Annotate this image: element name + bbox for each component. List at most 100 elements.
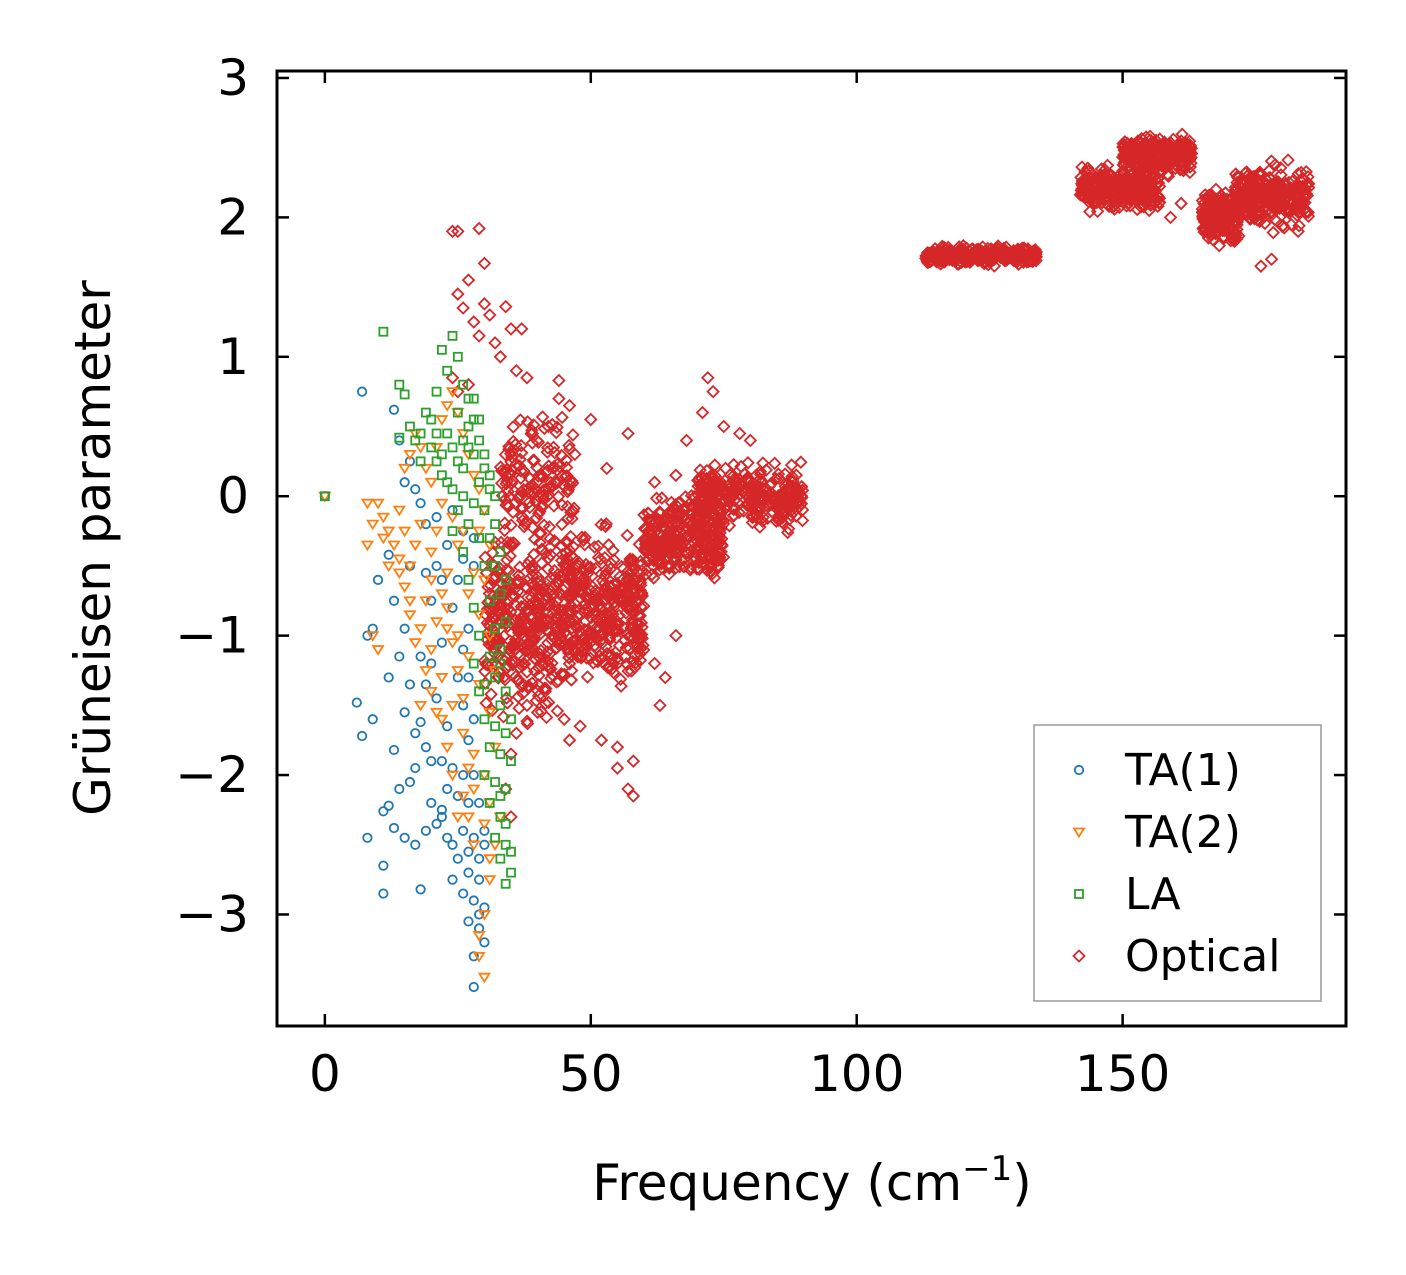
data-point (593, 552, 608, 567)
data-point (584, 412, 598, 427)
data-point (413, 700, 428, 712)
data-point (1263, 195, 1278, 210)
data-point (398, 463, 412, 475)
data-point (1206, 232, 1220, 247)
data-point (387, 540, 401, 552)
data-point (795, 483, 810, 498)
data-point (413, 624, 428, 635)
data-point (629, 603, 644, 617)
data-point (1118, 135, 1132, 149)
data-point (525, 559, 540, 573)
data-point (484, 470, 495, 481)
data-point (655, 491, 669, 505)
data-point (1228, 200, 1242, 214)
data-point (479, 561, 490, 571)
data-point (1264, 252, 1279, 266)
data-point (484, 595, 495, 606)
data-point (505, 476, 519, 490)
data-point (564, 673, 579, 687)
data-point (1103, 193, 1117, 208)
data-point (1240, 169, 1254, 184)
data-point (1149, 133, 1163, 148)
data-point (545, 417, 559, 432)
legend-label: TA(1) (1124, 745, 1241, 796)
data-point (436, 804, 447, 816)
data-point (500, 728, 511, 739)
data-point (650, 548, 665, 563)
data-point (514, 438, 528, 453)
data-point (708, 458, 722, 472)
data-point (789, 509, 803, 524)
data-point (509, 457, 524, 471)
data-point (697, 536, 712, 550)
data-point (1176, 153, 1190, 168)
data-point (1227, 234, 1242, 249)
data-point (515, 513, 530, 528)
data-point (636, 599, 651, 613)
data-point (566, 428, 580, 442)
data-point (591, 539, 606, 553)
data-point (693, 463, 707, 477)
data-point (1197, 225, 1211, 239)
data-point (371, 498, 385, 510)
data-point (1079, 176, 1093, 190)
data-point (1083, 204, 1097, 219)
data-point (514, 322, 529, 336)
data-point (376, 512, 390, 524)
data-point (525, 436, 540, 450)
data-point (367, 714, 378, 725)
data-point (1129, 158, 1144, 172)
data-point (451, 631, 465, 642)
data-point (564, 590, 578, 605)
data-point (726, 508, 741, 522)
data-point (394, 651, 405, 662)
data-point (399, 623, 410, 634)
data-point (399, 832, 410, 843)
data-point (525, 426, 540, 441)
data-point (695, 494, 710, 509)
data-point (424, 575, 438, 587)
data-point (511, 573, 525, 587)
data-point (468, 414, 479, 425)
data-point (474, 435, 484, 446)
data-point (694, 506, 708, 521)
data-point (1204, 227, 1218, 242)
data-point (1172, 138, 1186, 152)
data-point (463, 672, 474, 683)
data-point (548, 570, 562, 585)
data-point (491, 671, 506, 685)
data-point (598, 618, 613, 633)
data-point (431, 456, 442, 467)
data-point (572, 619, 587, 633)
data-point (646, 571, 661, 585)
data-point (553, 587, 567, 601)
data-point (382, 561, 396, 573)
data-point (1087, 185, 1101, 200)
data-point (516, 656, 530, 671)
data-point (626, 754, 641, 768)
ticks-layer: 0 50 100 150 −3 −2 −1 0 1 2 3 (175, 49, 1346, 1103)
data-point (500, 596, 515, 611)
data-point (557, 712, 571, 727)
data-point (570, 609, 584, 623)
data-point (398, 582, 412, 594)
data-point (559, 618, 573, 632)
data-point (484, 742, 495, 753)
data-point (1208, 204, 1223, 218)
data-point (424, 547, 438, 559)
data-point (366, 631, 380, 642)
data-point (463, 867, 474, 878)
data-point (512, 660, 527, 675)
data-point (467, 568, 481, 580)
data-point (558, 625, 573, 639)
data-point (1136, 176, 1150, 191)
data-point (942, 243, 956, 258)
x-tick-label: 0 (309, 1045, 341, 1103)
data-point (532, 668, 546, 683)
data-point (504, 518, 518, 532)
data-point (436, 756, 447, 767)
data-point (1289, 188, 1304, 202)
data-point (567, 579, 582, 594)
data-point (706, 384, 720, 399)
data-point (456, 526, 470, 538)
